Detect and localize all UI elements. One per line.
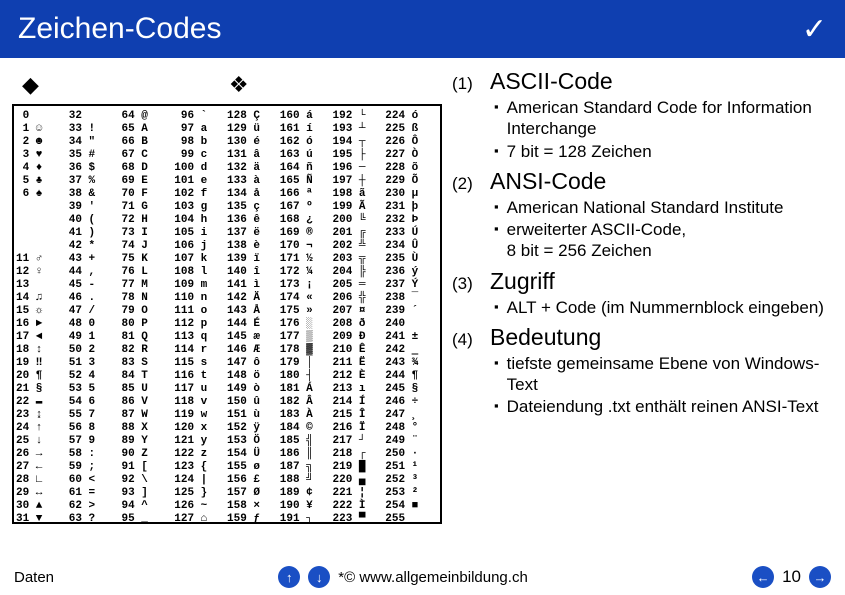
sub-item: ▪American Standard Code for Information …: [494, 97, 829, 140]
right-column: (1) ASCII-Code ▪American Standard Code f…: [452, 68, 829, 553]
item-index: (2): [452, 174, 480, 194]
ascii-col-7: 224 ó 225 ß 226 Ô 227 Ò 228 õ 229 Õ 230 …: [385, 110, 438, 518]
sub-item: ▪ Dateiendung .txt enthält reinen ANSI-Te…: [494, 396, 829, 417]
slide-title: Zeichen-Codes: [18, 12, 221, 46]
square-bullet-icon: ▪: [494, 97, 499, 140]
titlebar: Zeichen-Codes ✓: [0, 0, 845, 58]
sub-list: ▪American Standard Code for Information …: [452, 97, 829, 162]
list-item-ascii: (1) ASCII-Code ▪American Standard Code f…: [452, 68, 829, 162]
square-bullet-icon: ▪: [494, 396, 499, 417]
slide-body: ◆ ❖ 0 1 ☺ 2 ☻ 3 ♥ 4 ♦ 5 ♣ 6 ♠ 11 ♂ 12 ♀ …: [0, 58, 845, 559]
sub-list: ▪American National Standard Institute ▪e…: [452, 197, 829, 262]
ascii-col-2: 64 @ 65 A 66 B 67 C 68 D 69 E 70 F 71 G …: [122, 110, 175, 518]
list-item-zugriff: (3) Zugriff ▪ ALT + Code (im Nummernblock…: [452, 268, 829, 318]
item-index: (4): [452, 330, 480, 350]
diamond-icon: ◆: [22, 72, 39, 98]
sub-item: ▪ ALT + Code (im Nummernblock eingeben): [494, 297, 829, 318]
sub-text: Dateiendung .txt enthält reinen ANSI-Tex…: [507, 396, 819, 417]
sub-list: ▪tiefste gemeinsame Ebene von Windows-Te…: [452, 353, 829, 418]
diamond-outline-icon: ❖: [229, 72, 249, 98]
square-bullet-icon: ▪: [494, 197, 499, 218]
sub-item: ▪tiefste gemeinsame Ebene von Windows-Te…: [494, 353, 829, 396]
ascii-col-5: 160 á 161 í 162 ó 163 ú 164 ñ 165 Ñ 166 …: [280, 110, 333, 518]
footer: Daten ↑ ↓ *© www.allgemeinbildung.ch ← 1…: [0, 559, 845, 595]
slide: Zeichen-Codes ✓ ◆ ❖ 0 1 ☺ 2 ☻ 3 ♥ 4 ♦ 5 …: [0, 0, 845, 595]
item-title: Zugriff: [490, 268, 555, 295]
footer-left: Daten: [14, 569, 54, 586]
sub-text: erweiterter ASCII-Code, 8 bit = 256 Zeic…: [507, 219, 687, 262]
numbered-list: (1) ASCII-Code ▪American Standard Code f…: [452, 68, 829, 418]
ascii-col-1: 32 33 ! 34 " 35 # 36 $ 37 % 38 & 39 ' 40…: [69, 110, 122, 518]
sub-text: American Standard Code for Information I…: [507, 97, 829, 140]
list-item-ansi: (2) ANSI-Code ▪ American National Standar…: [452, 168, 829, 262]
sub-text: ALT + Code (im Nummernblock eingeben): [507, 297, 824, 318]
square-bullet-icon: ▪: [494, 219, 499, 262]
item-title: ASCII-Code: [490, 68, 613, 95]
square-bullet-icon: ▪: [494, 297, 499, 318]
sub-text: 7 bit = 128 Zeichen: [507, 141, 652, 162]
nav-up-icon[interactable]: ↑: [278, 566, 300, 588]
ascii-col-6: 192 └ 193 ┴ 194 ┬ 195 ├ 196 ─ 197 ┼ 198 …: [333, 110, 386, 518]
ascii-col-0: 0 1 ☺ 2 ☻ 3 ♥ 4 ♦ 5 ♣ 6 ♠ 11 ♂ 12 ♀ 13 1…: [16, 110, 69, 518]
check-icon: ✓: [802, 12, 827, 47]
sub-text: American National Standard Institute: [507, 197, 784, 218]
item-index: (1): [452, 74, 480, 94]
footer-center: ↑ ↓ *© www.allgemeinbildung.ch: [278, 566, 528, 588]
ascii-col-3: 96 ` 97 a 98 b 99 c 100 d 101 e 102 f 10…: [174, 110, 227, 518]
footer-copyright: *© www.allgemeinbildung.ch: [338, 569, 528, 586]
page-number: 10: [782, 567, 801, 587]
square-bullet-icon: ▪: [494, 141, 499, 162]
item-index: (3): [452, 274, 480, 294]
item-title: Bedeutung: [490, 324, 601, 351]
sub-item: ▪ 7 bit = 128 Zeichen: [494, 141, 829, 162]
list-item-bedeutung: (4) Bedeutung ▪tiefste gemeinsame Ebene …: [452, 324, 829, 418]
sub-item: ▪erweiterter ASCII-Code, 8 bit = 256 Zei…: [494, 219, 829, 262]
sub-text: tiefste gemeinsame Ebene von Windows-Tex…: [507, 353, 829, 396]
nav-down-icon[interactable]: ↓: [308, 566, 330, 588]
sub-item: ▪ American National Standard Institute: [494, 197, 829, 218]
nav-next-icon[interactable]: →: [809, 566, 831, 588]
footer-right: ← 10 →: [752, 566, 831, 588]
square-bullet-icon: ▪: [494, 353, 499, 396]
bullet-markers: ◆ ❖: [12, 68, 442, 104]
ascii-col-4: 128 Ç 129 ü 130 é 131 â 132 ä 133 à 134 …: [227, 110, 280, 518]
left-column: ◆ ❖ 0 1 ☺ 2 ☻ 3 ♥ 4 ♦ 5 ♣ 6 ♠ 11 ♂ 12 ♀ …: [12, 68, 442, 553]
ascii-columns: 0 1 ☺ 2 ☻ 3 ♥ 4 ♦ 5 ♣ 6 ♠ 11 ♂ 12 ♀ 13 1…: [14, 106, 440, 522]
item-title: ANSI-Code: [490, 168, 606, 195]
nav-prev-icon[interactable]: ←: [752, 566, 774, 588]
ascii-table: 0 1 ☺ 2 ☻ 3 ♥ 4 ♦ 5 ♣ 6 ♠ 11 ♂ 12 ♀ 13 1…: [12, 104, 442, 524]
sub-list: ▪ ALT + Code (im Nummernblock eingeben): [452, 297, 829, 318]
